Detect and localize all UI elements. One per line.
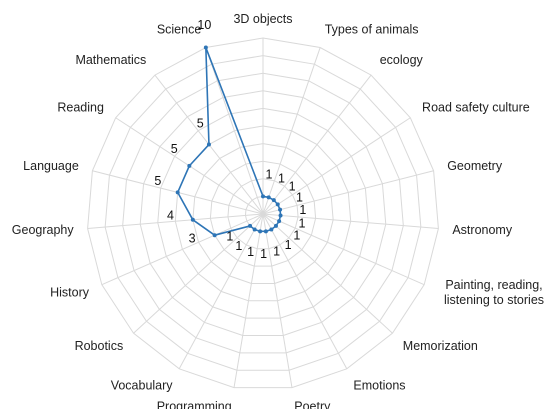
data-label: 5 bbox=[171, 142, 178, 156]
data-point bbox=[275, 202, 280, 207]
spoke-2 bbox=[262, 74, 372, 215]
data-label: 1 bbox=[266, 167, 273, 181]
category-label: Geography bbox=[12, 223, 75, 237]
data-point bbox=[203, 45, 208, 50]
data-label: 10 bbox=[197, 18, 211, 32]
data-point bbox=[278, 213, 283, 218]
data-label: 1 bbox=[298, 216, 305, 230]
data-label: 1 bbox=[289, 179, 296, 193]
grid-ring-7 bbox=[139, 90, 387, 337]
category-labels: 3D objects Types of animals ecology Road sa… bbox=[12, 12, 544, 409]
spoke-10 bbox=[233, 213, 264, 388]
data-label: 1 bbox=[235, 239, 242, 253]
spoke-8 bbox=[262, 213, 348, 370]
category-label: Road safety culture bbox=[422, 100, 530, 114]
spoke-5 bbox=[262, 213, 439, 230]
category-label: 3D objects bbox=[233, 12, 292, 26]
data-label: 1 bbox=[293, 228, 300, 242]
data-point bbox=[266, 195, 271, 200]
data-point bbox=[273, 223, 278, 228]
spoke-1 bbox=[262, 47, 321, 215]
data-label: 5 bbox=[197, 117, 204, 131]
category-label: Mathematics bbox=[75, 53, 146, 67]
data-point bbox=[206, 142, 211, 147]
data-label: 1 bbox=[273, 245, 280, 259]
data-label: 5 bbox=[154, 174, 161, 188]
spoke-14 bbox=[87, 213, 264, 230]
data-point bbox=[263, 229, 268, 234]
grid-ring-3 bbox=[209, 160, 317, 267]
spoke-7 bbox=[262, 213, 393, 334]
series-layer bbox=[175, 45, 283, 238]
spoke-6 bbox=[262, 213, 425, 286]
data-point bbox=[269, 227, 274, 232]
category-label: Poetry bbox=[294, 399, 331, 409]
category-label: Astronomy bbox=[452, 223, 512, 237]
category-label: Geometry bbox=[447, 159, 503, 173]
data-point bbox=[175, 190, 180, 195]
data-point bbox=[277, 219, 282, 224]
grid-ring-8 bbox=[122, 72, 404, 354]
category-label: ecology bbox=[380, 53, 424, 67]
grid bbox=[87, 37, 439, 389]
grid-ring-9 bbox=[104, 55, 422, 371]
grid-ring-10 bbox=[87, 37, 439, 389]
spoke-4 bbox=[262, 170, 434, 215]
data-label: 1 bbox=[296, 190, 303, 204]
category-label: Reading bbox=[57, 100, 104, 114]
data-label: 1 bbox=[278, 171, 285, 185]
data-label: 1 bbox=[260, 247, 267, 261]
category-label: Programming bbox=[157, 399, 232, 409]
category-label: Emotions bbox=[353, 379, 405, 393]
data-point bbox=[212, 233, 217, 238]
data-point bbox=[252, 227, 257, 232]
category-label: Robotics bbox=[75, 339, 124, 353]
data-label: 3 bbox=[189, 232, 196, 246]
data-point bbox=[190, 217, 195, 222]
spoke-13 bbox=[101, 213, 264, 286]
category-label: Science bbox=[157, 23, 202, 37]
data-label: 1 bbox=[247, 245, 254, 259]
data-label: 1 bbox=[226, 229, 233, 243]
data-point bbox=[271, 198, 276, 203]
data-point bbox=[187, 163, 192, 168]
data-point bbox=[258, 229, 263, 234]
spoke-3 bbox=[262, 117, 411, 215]
spoke-11 bbox=[178, 213, 264, 370]
spoke-12 bbox=[133, 213, 264, 334]
data-point bbox=[278, 207, 283, 212]
spoke-18 bbox=[205, 47, 264, 215]
category-label: Memorization bbox=[403, 339, 478, 353]
data-label: 1 bbox=[299, 203, 306, 217]
category-label: Vocabulary bbox=[111, 379, 174, 393]
data-label: 1 bbox=[285, 238, 292, 252]
category-label: History bbox=[50, 285, 90, 299]
category-label: Types of animals bbox=[325, 23, 419, 37]
spoke-9 bbox=[262, 213, 293, 388]
category-label: Painting, reading, listening to stories bbox=[444, 278, 544, 307]
grid-ring-6 bbox=[157, 107, 369, 319]
data-label: 4 bbox=[167, 209, 174, 223]
data-point bbox=[248, 223, 253, 228]
grid-ring-2 bbox=[227, 178, 299, 250]
grid-ring-4 bbox=[192, 143, 334, 284]
category-label: Language bbox=[23, 159, 79, 173]
data-point bbox=[261, 194, 265, 199]
